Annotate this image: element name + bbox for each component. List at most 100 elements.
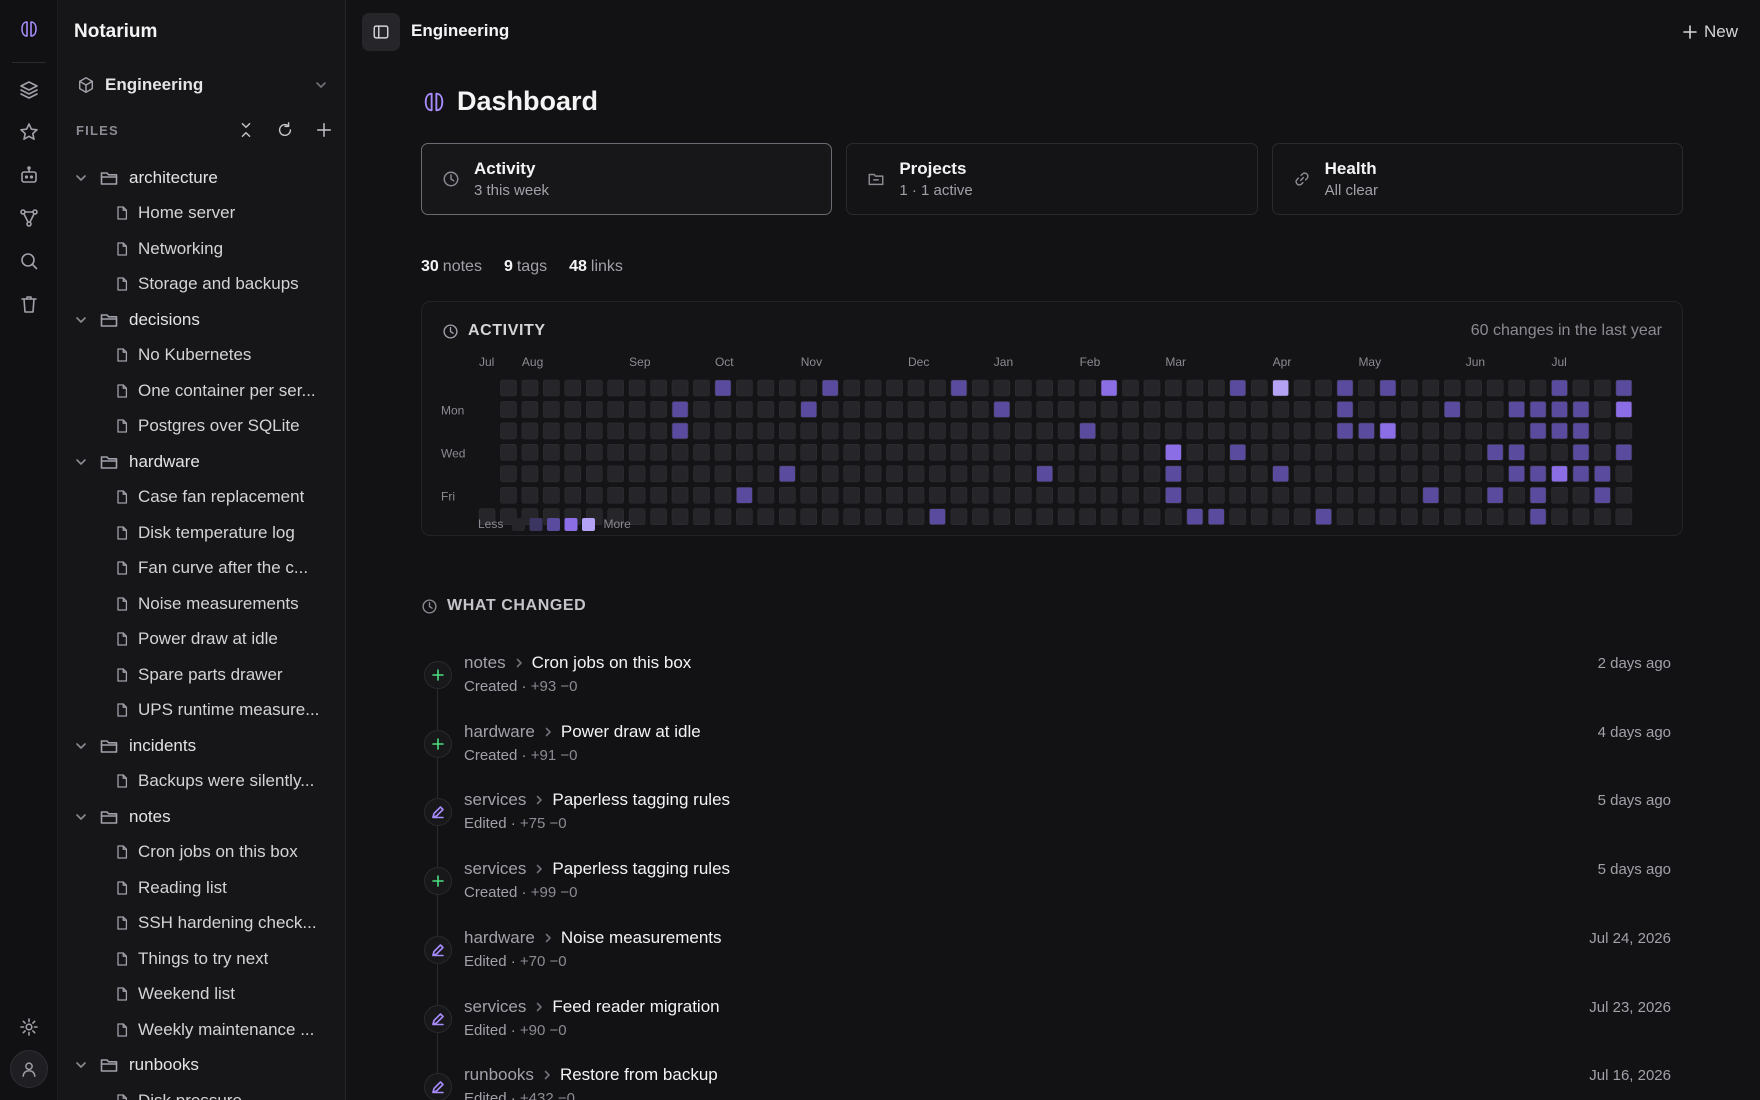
- heatmap-cell[interactable]: [543, 401, 560, 418]
- heatmap-cell[interactable]: [693, 444, 710, 461]
- heatmap-cell[interactable]: [929, 401, 946, 418]
- heatmap-cell[interactable]: [693, 401, 710, 418]
- heatmap-cell[interactable]: [693, 486, 710, 504]
- heatmap-cell[interactable]: [650, 508, 667, 525]
- change-item[interactable]: services Paperless tagging rules Created ·…: [421, 857, 1683, 919]
- heatmap-cell[interactable]: [1615, 486, 1633, 504]
- heatmap-cell[interactable]: [585, 486, 603, 504]
- heatmap-cell[interactable]: [1615, 444, 1633, 461]
- heatmap-cell[interactable]: [521, 379, 539, 397]
- heatmap-cell[interactable]: [1486, 444, 1504, 461]
- heatmap-cell[interactable]: [585, 379, 603, 397]
- heatmap-cell[interactable]: [1508, 465, 1525, 483]
- heatmap-cell[interactable]: [972, 422, 989, 440]
- heatmap-cell[interactable]: [907, 508, 925, 525]
- heatmap-cell[interactable]: [585, 422, 603, 440]
- heatmap-cell[interactable]: [1358, 379, 1375, 397]
- heatmap-cell[interactable]: [1186, 422, 1204, 440]
- tree-file[interactable]: Home server: [58, 196, 345, 232]
- heatmap-cell[interactable]: [993, 444, 1011, 461]
- heatmap-cell[interactable]: [972, 444, 989, 461]
- heatmap-cell[interactable]: [1229, 379, 1247, 397]
- heatmap-cell[interactable]: [1272, 486, 1289, 504]
- heatmap-cell[interactable]: [1143, 422, 1161, 440]
- heatmap-cell[interactable]: [736, 379, 753, 397]
- tree-file[interactable]: Cron jobs on this box: [58, 835, 345, 871]
- heatmap-cell[interactable]: [671, 486, 689, 504]
- change-note-title[interactable]: Paperless tagging rules: [552, 859, 731, 879]
- heatmap-cell[interactable]: [714, 486, 732, 504]
- heatmap-cell[interactable]: [650, 401, 667, 418]
- heatmap-cell[interactable]: [907, 444, 925, 461]
- heatmap-cell[interactable]: [886, 422, 903, 440]
- heatmap-cell[interactable]: [1165, 401, 1182, 418]
- card-health[interactable]: Health All clear: [1271, 143, 1683, 215]
- heatmap-cell[interactable]: [1508, 422, 1525, 440]
- heatmap-cell[interactable]: [607, 486, 624, 504]
- heatmap-cell[interactable]: [1250, 486, 1268, 504]
- tree-file[interactable]: Noise measurements: [58, 586, 345, 622]
- heatmap-cell[interactable]: [821, 486, 839, 504]
- heatmap-cell[interactable]: [757, 486, 775, 504]
- heatmap-cell[interactable]: [864, 422, 882, 440]
- heatmap-cell[interactable]: [993, 508, 1011, 525]
- heatmap-cell[interactable]: [950, 379, 968, 397]
- heatmap-cell[interactable]: [1508, 444, 1525, 461]
- heatmap-cell[interactable]: [1100, 508, 1118, 525]
- heatmap-cell[interactable]: [864, 508, 882, 525]
- heatmap-cell[interactable]: [929, 486, 946, 504]
- heatmap-cell[interactable]: [1401, 486, 1418, 504]
- heatmap-cell[interactable]: [1036, 401, 1054, 418]
- tree-folder[interactable]: notes: [58, 799, 345, 835]
- heatmap-cell[interactable]: [543, 379, 560, 397]
- change-folder[interactable]: services: [464, 790, 527, 810]
- heatmap-cell[interactable]: [1207, 422, 1225, 440]
- heatmap-cell[interactable]: [864, 444, 882, 461]
- heatmap-cell[interactable]: [843, 422, 860, 440]
- heatmap-cell[interactable]: [650, 486, 667, 504]
- chevron-down-icon[interactable]: [71, 171, 91, 185]
- heatmap-cell[interactable]: [1100, 422, 1118, 440]
- heatmap-cell[interactable]: [1358, 444, 1375, 461]
- heatmap-cell[interactable]: [500, 444, 517, 461]
- heatmap-cell[interactable]: [886, 401, 903, 418]
- change-note-title[interactable]: Paperless tagging rules: [552, 790, 731, 810]
- heatmap-cell[interactable]: [1594, 444, 1611, 461]
- heatmap-cell[interactable]: [1315, 486, 1332, 504]
- heatmap-cell[interactable]: [1165, 379, 1182, 397]
- heatmap-cell[interactable]: [1315, 465, 1332, 483]
- heatmap-cell[interactable]: [607, 465, 624, 483]
- heatmap-cell[interactable]: [1529, 444, 1547, 461]
- heatmap-cell[interactable]: [1508, 508, 1525, 525]
- heatmap-cell[interactable]: [1551, 465, 1568, 483]
- heatmap-cell[interactable]: [1422, 444, 1440, 461]
- heatmap-cell[interactable]: [1293, 401, 1311, 418]
- heatmap-cell[interactable]: [1293, 422, 1311, 440]
- heatmap-cell[interactable]: [714, 508, 732, 525]
- heatmap-cell[interactable]: [628, 486, 646, 504]
- heatmap-cell[interactable]: [778, 444, 796, 461]
- heatmap-cell[interactable]: [1143, 379, 1161, 397]
- heatmap-cell[interactable]: [1057, 508, 1075, 525]
- heatmap-cell[interactable]: [1572, 422, 1590, 440]
- heatmap-cell[interactable]: [1229, 508, 1247, 525]
- heatmap-cell[interactable]: [1057, 486, 1075, 504]
- heatmap-cell[interactable]: [886, 465, 903, 483]
- heatmap-cell[interactable]: [585, 401, 603, 418]
- heatmap-cell[interactable]: [1186, 401, 1204, 418]
- heatmap-cell[interactable]: [1529, 486, 1547, 504]
- heatmap-cell[interactable]: [1272, 465, 1289, 483]
- heatmap-cell[interactable]: [1207, 508, 1225, 525]
- heatmap-cell[interactable]: [607, 379, 624, 397]
- heatmap-cell[interactable]: [1036, 508, 1054, 525]
- heatmap-cell[interactable]: [1379, 444, 1397, 461]
- heatmap-cell[interactable]: [1315, 379, 1332, 397]
- heatmap-cell[interactable]: [1594, 486, 1611, 504]
- heatmap-cell[interactable]: [543, 486, 560, 504]
- heatmap-cell[interactable]: [1014, 379, 1032, 397]
- heatmap-cell[interactable]: [1422, 465, 1440, 483]
- heatmap-cell[interactable]: [1079, 486, 1096, 504]
- heatmap-cell[interactable]: [1079, 422, 1096, 440]
- heatmap-cell[interactable]: [564, 422, 582, 440]
- heatmap-cell[interactable]: [1594, 422, 1611, 440]
